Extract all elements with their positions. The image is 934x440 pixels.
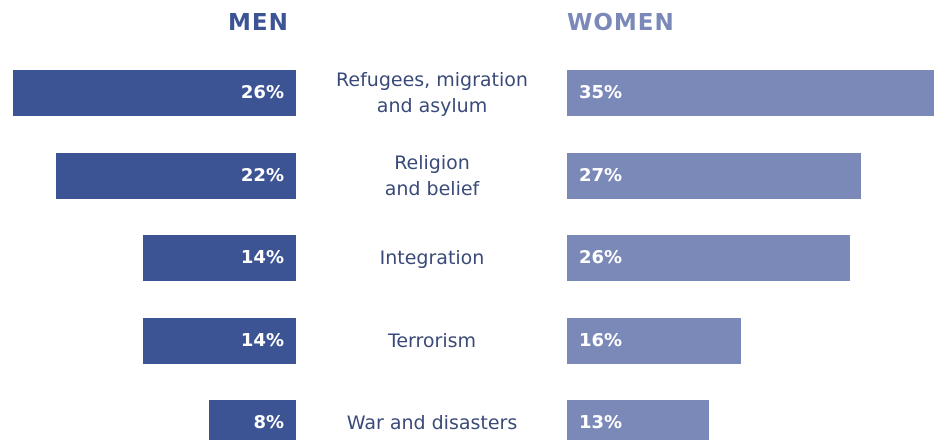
- bar: [208, 400, 296, 440]
- value-label: 27%: [579, 164, 623, 186]
- value-label: 16%: [579, 329, 623, 351]
- bar: [567, 317, 742, 364]
- bar: [12, 70, 296, 116]
- value-label: 26%: [240, 82, 284, 103]
- category-label: Religion and belief: [384, 151, 480, 200]
- value-label: 26%: [579, 247, 623, 268]
- bar: [143, 235, 296, 281]
- value-label: 8%: [253, 412, 284, 433]
- value-label: 22%: [240, 164, 284, 186]
- bar: [567, 152, 862, 199]
- value-label: 13%: [579, 412, 623, 433]
- category-label: War and disasters: [346, 412, 518, 434]
- category-label: Refugees, migration and asylum: [336, 69, 528, 117]
- bar: [567, 400, 709, 440]
- bar: [56, 152, 296, 199]
- value-label: 14%: [240, 329, 284, 351]
- category-label: Integration: [379, 247, 485, 269]
- men-title: MEN: [228, 10, 289, 36]
- value-label: 35%: [579, 82, 623, 103]
- bar: [567, 235, 851, 281]
- bar: [567, 70, 934, 116]
- category-label: Terrorism: [387, 329, 477, 352]
- bar: [143, 317, 296, 364]
- women-title: WOMEN: [567, 10, 675, 36]
- value-label: 14%: [240, 247, 284, 268]
